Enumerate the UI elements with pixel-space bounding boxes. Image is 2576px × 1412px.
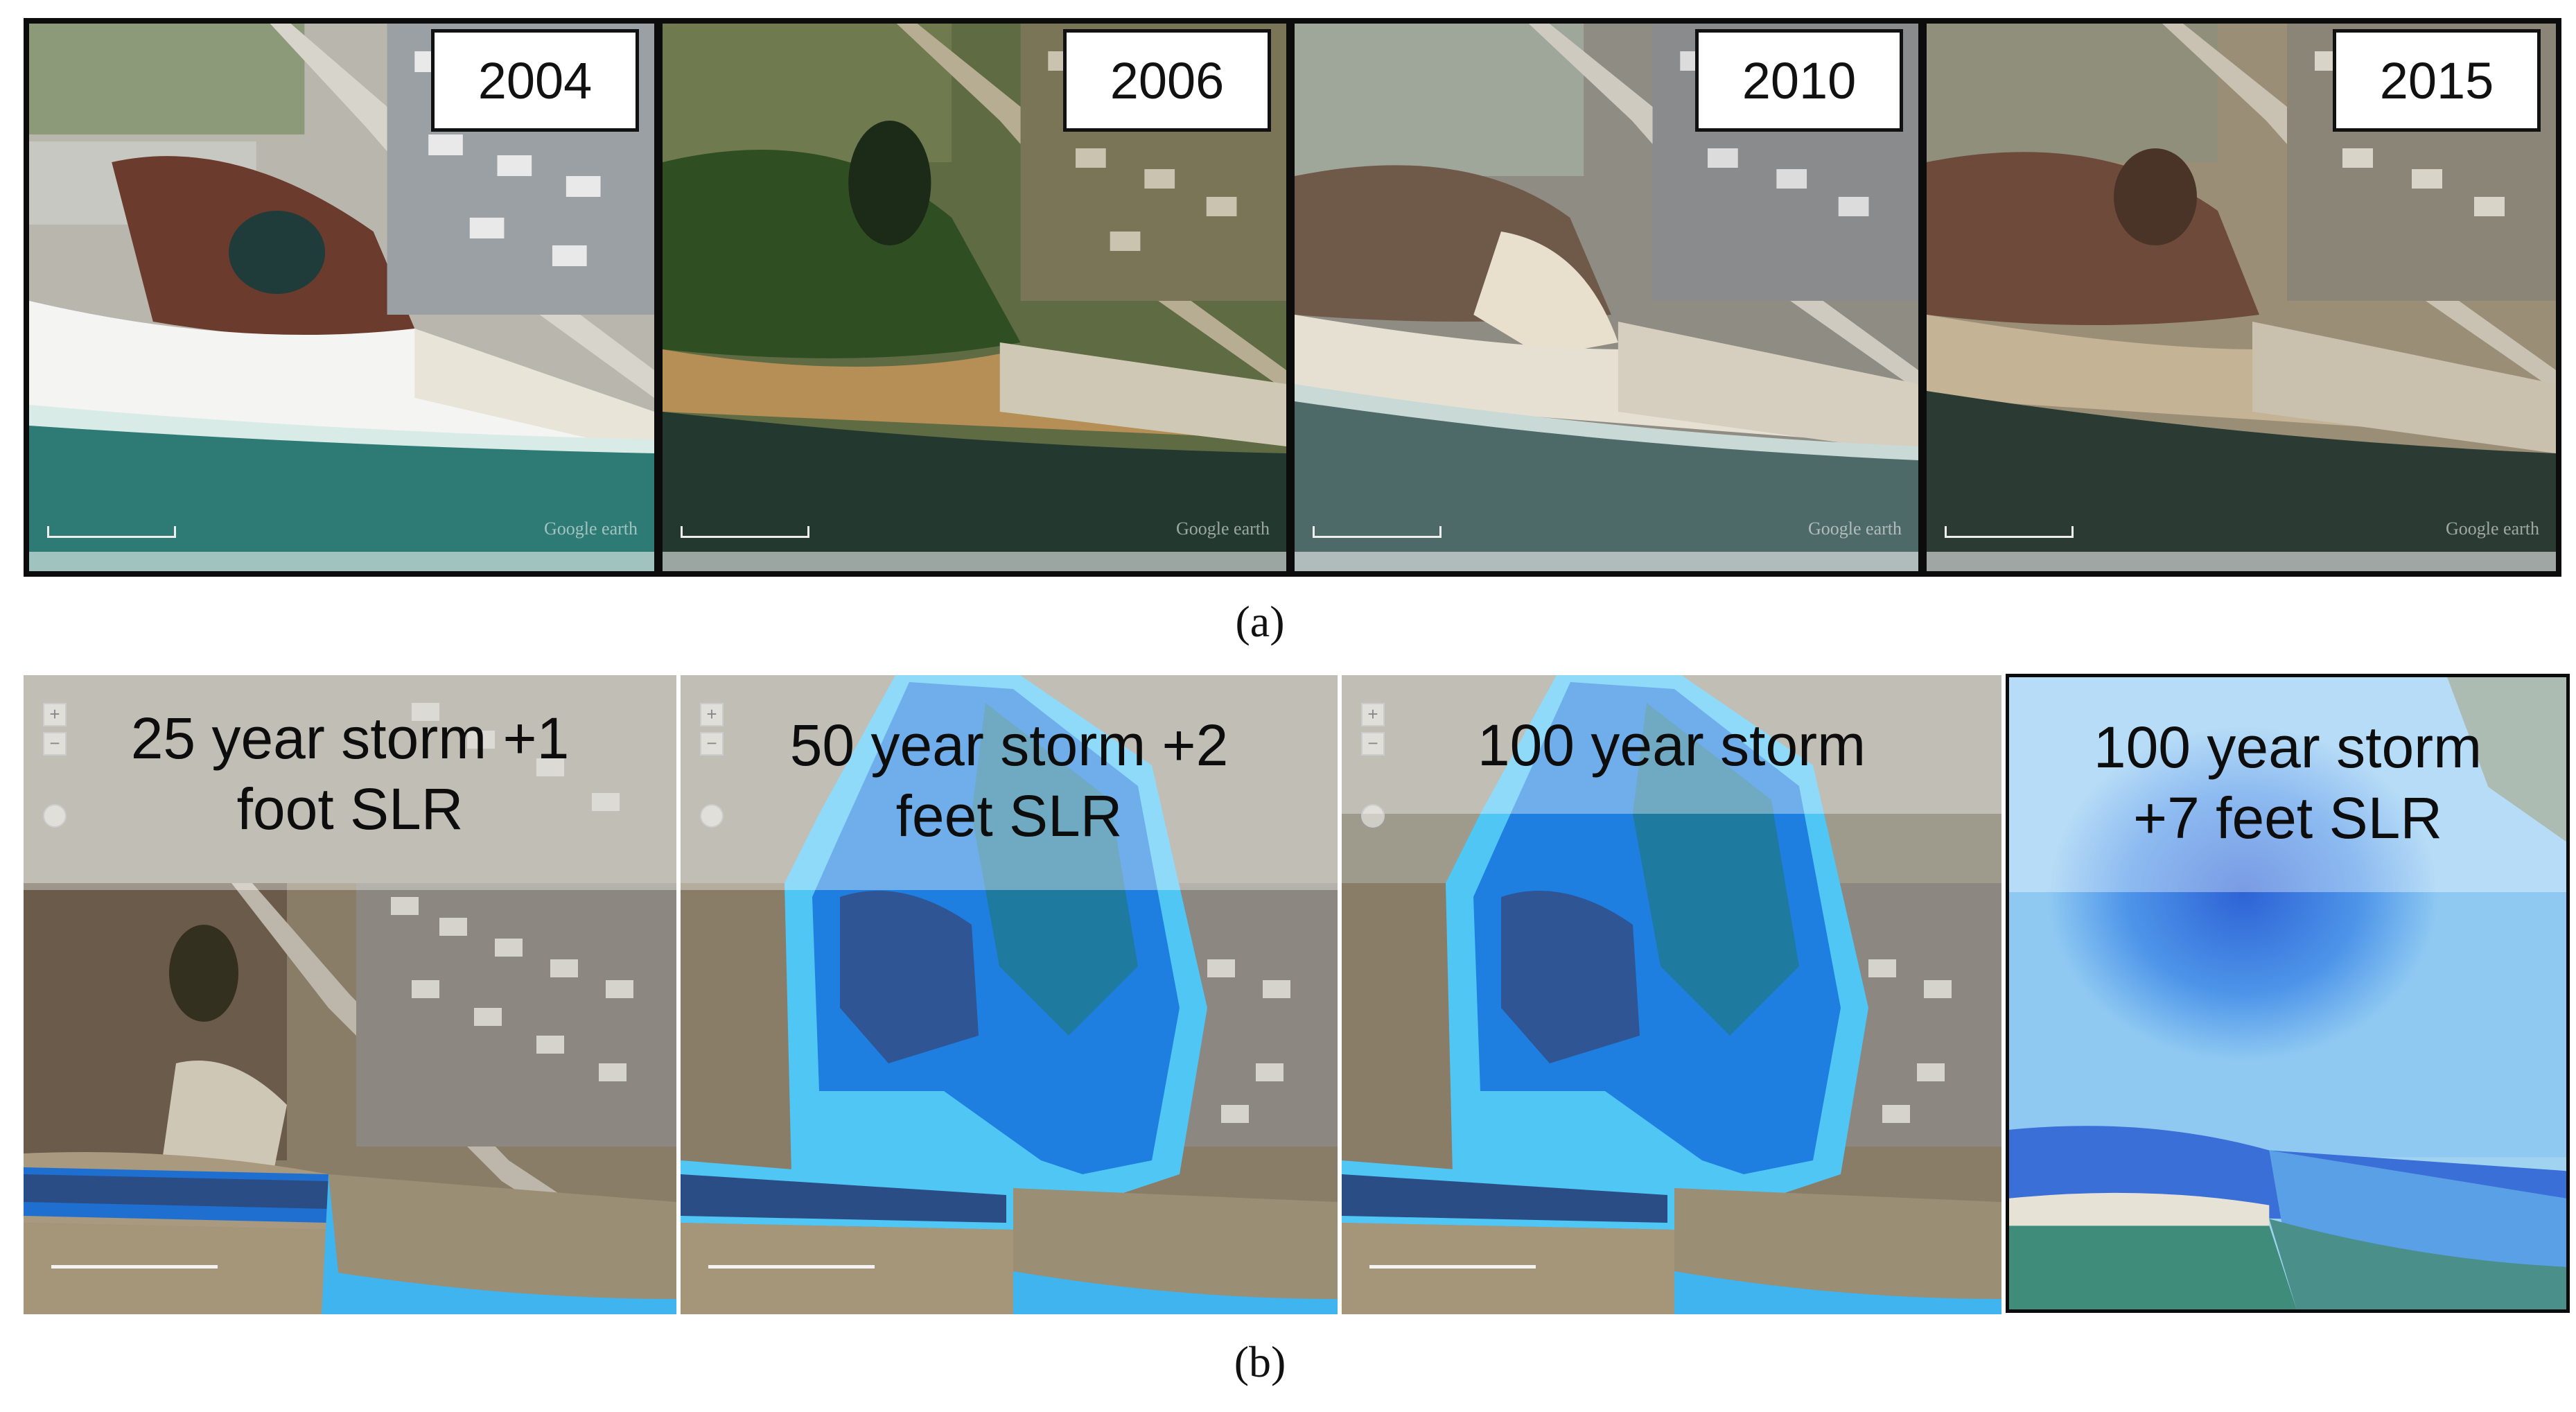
year-label: 2010 — [1695, 29, 1903, 132]
scale-bar — [708, 1265, 875, 1274]
scale-bar — [51, 1265, 218, 1274]
locate-button[interactable] — [43, 804, 67, 828]
zoom-in-button[interactable]: + — [1361, 703, 1385, 726]
scale-bar — [47, 526, 176, 538]
flood-map-25yr: 25 year storm +1 foot SLR + − — [24, 675, 676, 1314]
scenario-label-line1: 100 year storm — [1477, 713, 1866, 778]
flood-map-100yr: 100 year storm + − — [1342, 675, 2001, 1314]
scenario-label-line1: 100 year storm — [2093, 715, 2482, 780]
imagery-attribution-bar — [1927, 552, 2556, 571]
google-earth-watermark: Google earth — [1807, 518, 1902, 539]
caption-b: (b) — [1234, 1337, 1286, 1386]
scenario-label-band — [1342, 675, 2001, 814]
aerial-photo-2004: 2004 Google earth — [29, 24, 658, 571]
flood-scenario-row: 25 year storm +1 foot SLR + − — [24, 674, 2570, 1314]
flood-map-50yr: 50 year storm +2 feet SLR + − — [681, 675, 1338, 1314]
zoom-out-button[interactable]: − — [43, 732, 67, 756]
year-label: 2006 — [1063, 29, 1271, 132]
locate-button[interactable] — [1361, 804, 1385, 828]
aerial-photo-2006: 2006 Google earth — [663, 24, 1290, 571]
flood-image-100yr — [1342, 675, 2001, 1314]
locate-button[interactable] — [700, 804, 724, 828]
aerial-image-2006 — [663, 24, 1286, 571]
scenario-label-line2: +7 feet SLR — [2133, 785, 2442, 851]
scenario-label: 25 year storm +1 foot SLR — [24, 703, 676, 844]
imagery-attribution-bar — [663, 552, 1286, 571]
scenario-label-line1: 25 year storm +1 — [130, 706, 570, 771]
scenario-label-line2: feet SLR — [895, 783, 1123, 848]
caption-a: (a) — [1235, 597, 1285, 646]
historical-imagery-row: 2004 Google earth 2006 Google earth — [24, 18, 2561, 577]
scenario-label-band — [2009, 677, 2566, 892]
map-zoom-controls: + − — [700, 703, 724, 833]
scenario-label: 100 year storm +7 feet SLR — [2009, 712, 2566, 853]
zoom-out-button[interactable]: − — [700, 732, 724, 756]
scale-bar — [1369, 1265, 1536, 1274]
aerial-photo-2015: 2015 Google earth — [1927, 24, 2556, 571]
scenario-label-line1: 50 year storm +2 — [789, 713, 1229, 778]
map-zoom-controls: + − — [1361, 703, 1385, 833]
flood-image-25yr — [24, 675, 676, 1314]
zoom-in-button[interactable]: + — [700, 703, 724, 726]
google-earth-watermark: Google earth — [2445, 518, 2539, 539]
scale-bar — [1313, 526, 1442, 538]
scenario-label-line2: foot SLR — [236, 776, 464, 842]
scenario-label-band — [24, 675, 676, 890]
scale-bar — [681, 526, 809, 538]
scale-bar — [1945, 526, 2074, 538]
imagery-attribution-bar — [29, 552, 654, 571]
zoom-in-button[interactable]: + — [43, 703, 67, 726]
scenario-label: 50 year storm +2 feet SLR — [681, 710, 1338, 851]
year-label: 2015 — [2333, 29, 2541, 132]
google-earth-watermark: Google earth — [543, 518, 638, 539]
aerial-photo-2010: 2010 Google earth — [1295, 24, 1922, 571]
imagery-attribution-bar — [1295, 552, 1918, 571]
google-earth-watermark: Google earth — [1175, 518, 1270, 539]
scenario-label-band — [681, 675, 1338, 890]
zoom-out-button[interactable]: − — [1361, 732, 1385, 756]
scenario-label: 100 year storm — [1342, 710, 2001, 781]
year-label: 2004 — [431, 29, 639, 132]
flood-image-100yr-7ft — [2009, 677, 2566, 1309]
map-zoom-controls: + − — [43, 703, 67, 833]
flood-map-100yr-7ft: 100 year storm +7 feet SLR — [2006, 674, 2570, 1313]
flood-image-50yr — [681, 675, 1338, 1314]
